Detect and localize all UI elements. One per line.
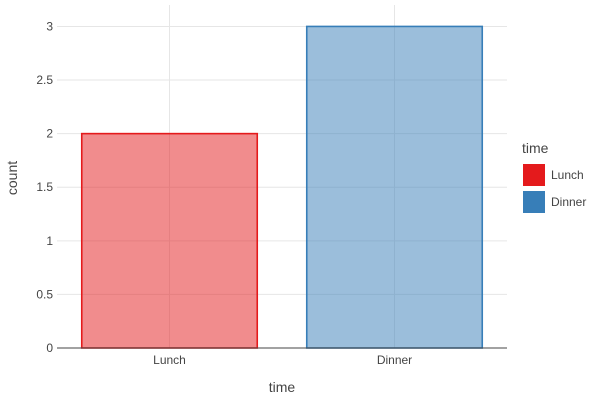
y-tick-label: 2: [46, 127, 53, 141]
bar-dinner: [305, 25, 484, 349]
y-tick-label: 0.5: [36, 287, 53, 301]
legend-label: Lunch: [551, 168, 584, 182]
y-tick-label: 2.5: [36, 73, 53, 87]
y-axis-title: count: [4, 161, 20, 195]
axes: 0 0.5 1 1.5 2 2.5 3 Lunch Dinner: [36, 19, 507, 367]
y-tick-label: 0: [46, 341, 53, 355]
x-tick-label: Lunch: [153, 353, 186, 367]
bars: [80, 25, 484, 349]
legend-label: Dinner: [551, 195, 586, 209]
bar-lunch: [80, 132, 259, 349]
x-tick-label: Dinner: [377, 353, 412, 367]
legend: time Lunch Dinner: [522, 140, 586, 213]
legend-swatch-dinner: [523, 191, 545, 213]
legend-swatch-lunch: [523, 164, 545, 186]
y-tick-label: 1.5: [36, 180, 53, 194]
y-tick-label: 3: [46, 19, 53, 33]
y-tick-label: 1: [46, 234, 53, 248]
x-axis-title: time: [269, 379, 296, 395]
legend-title: time: [522, 140, 549, 156]
legend-items: Lunch Dinner: [523, 164, 586, 213]
